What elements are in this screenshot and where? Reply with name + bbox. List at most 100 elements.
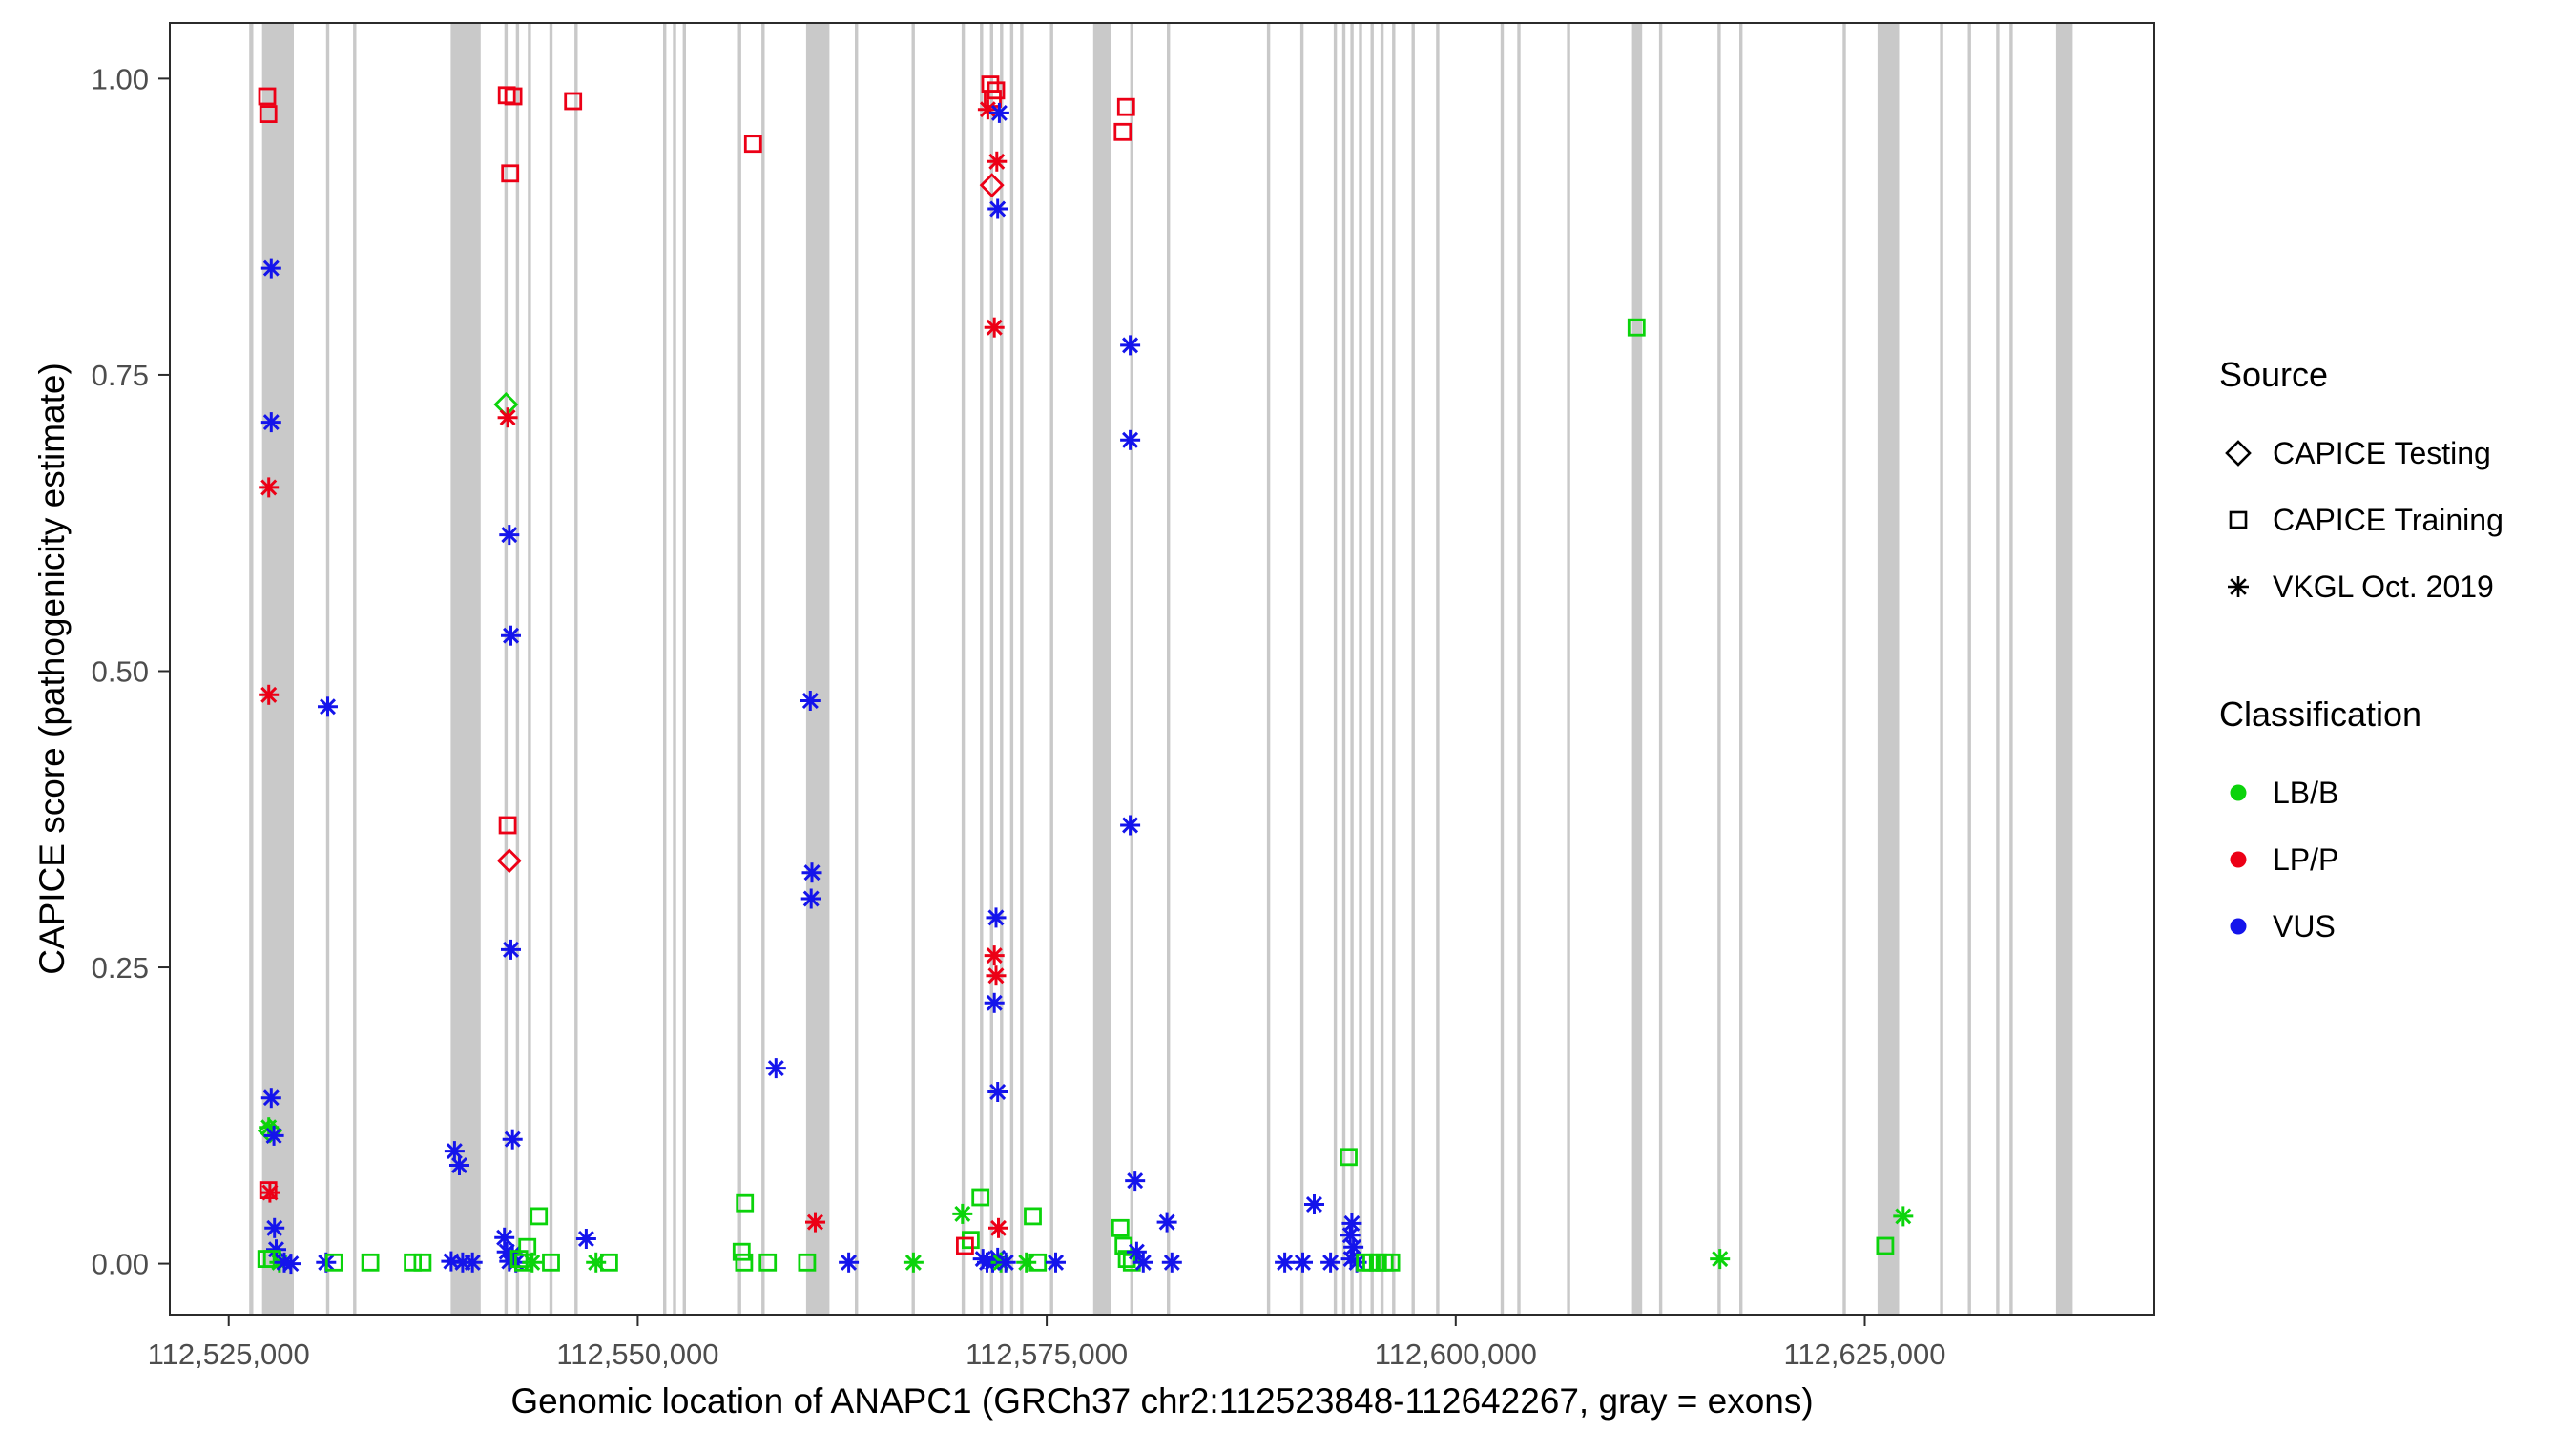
asterisk-icon [2228,576,2249,597]
square-icon [2229,510,2248,529]
exon-band [673,23,676,1315]
point-asterisk [318,696,338,717]
exon-band [528,23,531,1315]
point-asterisk [1120,815,1141,836]
point-square [956,1236,974,1255]
point-asterisk [259,477,280,498]
legend-item-capice-testing: CAPICE Testing [2219,420,2572,487]
point-asterisk [903,1252,924,1273]
exon-band [1967,23,1971,1315]
exon-band [911,23,915,1315]
point-asterisk [1046,1252,1066,1273]
exon-band [961,23,966,1315]
point-asterisk [1126,1241,1147,1262]
legend-item-vkgl: VKGL Oct. 2019 [2219,553,2572,620]
x-tick-label: 112,550,000 [556,1338,718,1371]
point-square [1627,318,1646,337]
legend-item-label: LB/B [2273,775,2339,810]
point-asterisk [259,684,280,705]
exon-band [353,23,357,1315]
point-square [1340,1148,1358,1167]
point-asterisk [988,102,1009,123]
legend-item-label: CAPICE Testing [2273,435,2491,470]
point-square [542,1253,560,1272]
point-square [743,135,762,154]
x-tick-label: 112,600,000 [1375,1338,1537,1371]
point-asterisk [441,1251,462,1272]
y-tick-label: 0.75 [92,359,149,392]
exon-band [549,23,553,1315]
exon-band [1940,23,1943,1315]
legend-item-label: VUS [2273,908,2336,944]
point-square [518,1237,537,1256]
exon-band [1739,23,1743,1315]
x-tick-label: 112,525,000 [148,1338,310,1371]
point-asterisk [800,888,821,909]
y-tick-label: 0.00 [92,1248,149,1281]
legend-item-lpp: LP/P [2219,826,2572,893]
exon-band [1167,23,1171,1315]
legend-group-classification: Classification LB/B LP/P VUS [2219,695,2572,960]
point-asterisk [995,1252,1016,1273]
point-square [1111,1218,1130,1237]
point-asterisk [801,862,822,883]
exon-band [450,23,481,1315]
exon-band [1266,23,1271,1315]
point-asterisk [984,992,1005,1013]
point-square [504,87,523,106]
point-asterisk [575,1229,596,1249]
point-square [1028,1253,1048,1272]
y-tick-label: 0.25 [92,951,149,985]
point-asterisk [1343,1236,1364,1257]
exon-band [249,23,254,1315]
legend-source-title: Source [2219,355,2329,394]
point-asterisk [1304,1194,1324,1214]
x-tick-label: 112,575,000 [966,1338,1128,1371]
point-square [1876,1236,1895,1255]
exon-band [1049,23,1053,1315]
exon-band [737,23,741,1315]
exon-band [1341,23,1346,1315]
legend-item-capice-training: CAPICE Training [2219,487,2572,553]
exon-band [1333,23,1338,1315]
exon-band [1000,23,1004,1315]
point-asterisk [1120,429,1141,450]
point-square [735,1253,754,1272]
point-square [962,1231,980,1250]
point-asterisk [952,1203,973,1224]
point-square [732,1242,751,1261]
point-asterisk [1710,1249,1731,1270]
y-axis-title: CAPICE score (pathogenicity estimate) [32,363,72,975]
point-square [258,87,277,106]
point-asterisk [839,1252,860,1273]
point-square [1381,1253,1401,1272]
point-asterisk [765,1058,786,1079]
point-asterisk [497,407,518,428]
point-asterisk [987,151,1008,172]
point-square [1024,1207,1042,1226]
exon-band [1658,23,1663,1315]
exon-band [663,23,667,1315]
legend-classification-title: Classification [2219,695,2422,734]
point-asterisk [263,1125,284,1146]
exon-band [2055,23,2073,1315]
point-asterisk [1120,335,1141,356]
point-square [498,816,517,835]
point-asterisk [984,945,1005,966]
point-asterisk [1320,1252,1341,1273]
point-asterisk [805,1212,825,1233]
red-dot-icon [2230,851,2247,868]
exon-band [1842,23,1846,1315]
point-asterisk [986,907,1007,928]
point-asterisk [260,412,281,433]
legend: Source CAPICE Testing CAPICE Training [2219,355,2572,960]
point-asterisk [444,1141,465,1162]
green-dot-icon [2230,784,2247,801]
exon-band [325,23,330,1315]
exon-band [1380,23,1384,1315]
exon-band [1020,23,1024,1315]
legend-group-source: Source CAPICE Testing CAPICE Training [2219,355,2572,620]
point-square [361,1253,380,1272]
exon-band [1130,23,1133,1315]
point-asterisk [1275,1252,1296,1273]
